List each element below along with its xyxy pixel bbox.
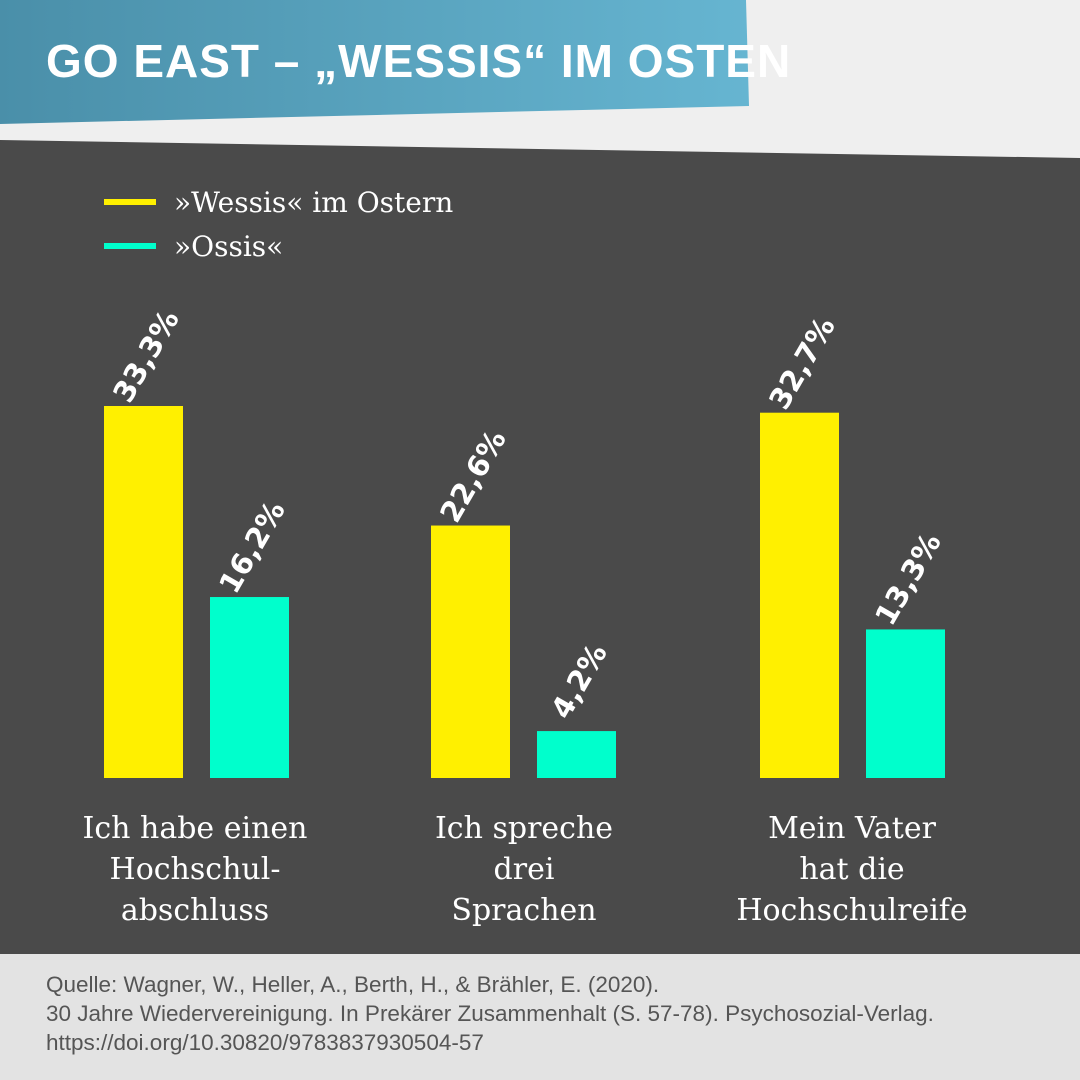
legend-swatch-ossis (104, 243, 156, 249)
category-label-3: Mein Vater hat die Hochschulreife (736, 811, 968, 928)
source-citation: Quelle: Wagner, W., Heller, A., Berth, H… (46, 970, 934, 1057)
legend-item-wessis: »Wessis« im Ostern (104, 184, 453, 220)
source-line-3: https://doi.org/10.30820/9783837930504-5… (46, 1030, 484, 1055)
bar-wessis-2 (431, 525, 510, 778)
source-footer (0, 954, 1080, 1080)
legend-label-ossis: »Ossis« (174, 229, 284, 263)
bar-wessis-1 (104, 406, 183, 778)
legend-item-ossis: »Ossis« (104, 228, 283, 264)
category-label-2: Ich spreche drei Sprachen (434, 811, 614, 928)
category-label-1: Ich habe einen Hochschul- abschluss (82, 811, 308, 928)
bars-layer (104, 406, 945, 778)
source-line-2: 30 Jahre Wiedervereinigung. In Prekärer … (46, 1001, 934, 1026)
bar-wessis-3 (760, 412, 839, 778)
bar-ossis-2 (537, 731, 616, 778)
page-title: GO EAST – „WESSIS“ IM OSTEN (46, 35, 792, 87)
legend-swatch-wessis (104, 199, 156, 205)
bar-ossis-1 (210, 597, 289, 778)
legend-label-wessis: »Wessis« im Ostern (174, 185, 454, 219)
bar-ossis-3 (866, 629, 945, 778)
header-banner (0, 0, 749, 124)
source-line-1: Quelle: Wagner, W., Heller, A., Berth, H… (46, 972, 660, 997)
